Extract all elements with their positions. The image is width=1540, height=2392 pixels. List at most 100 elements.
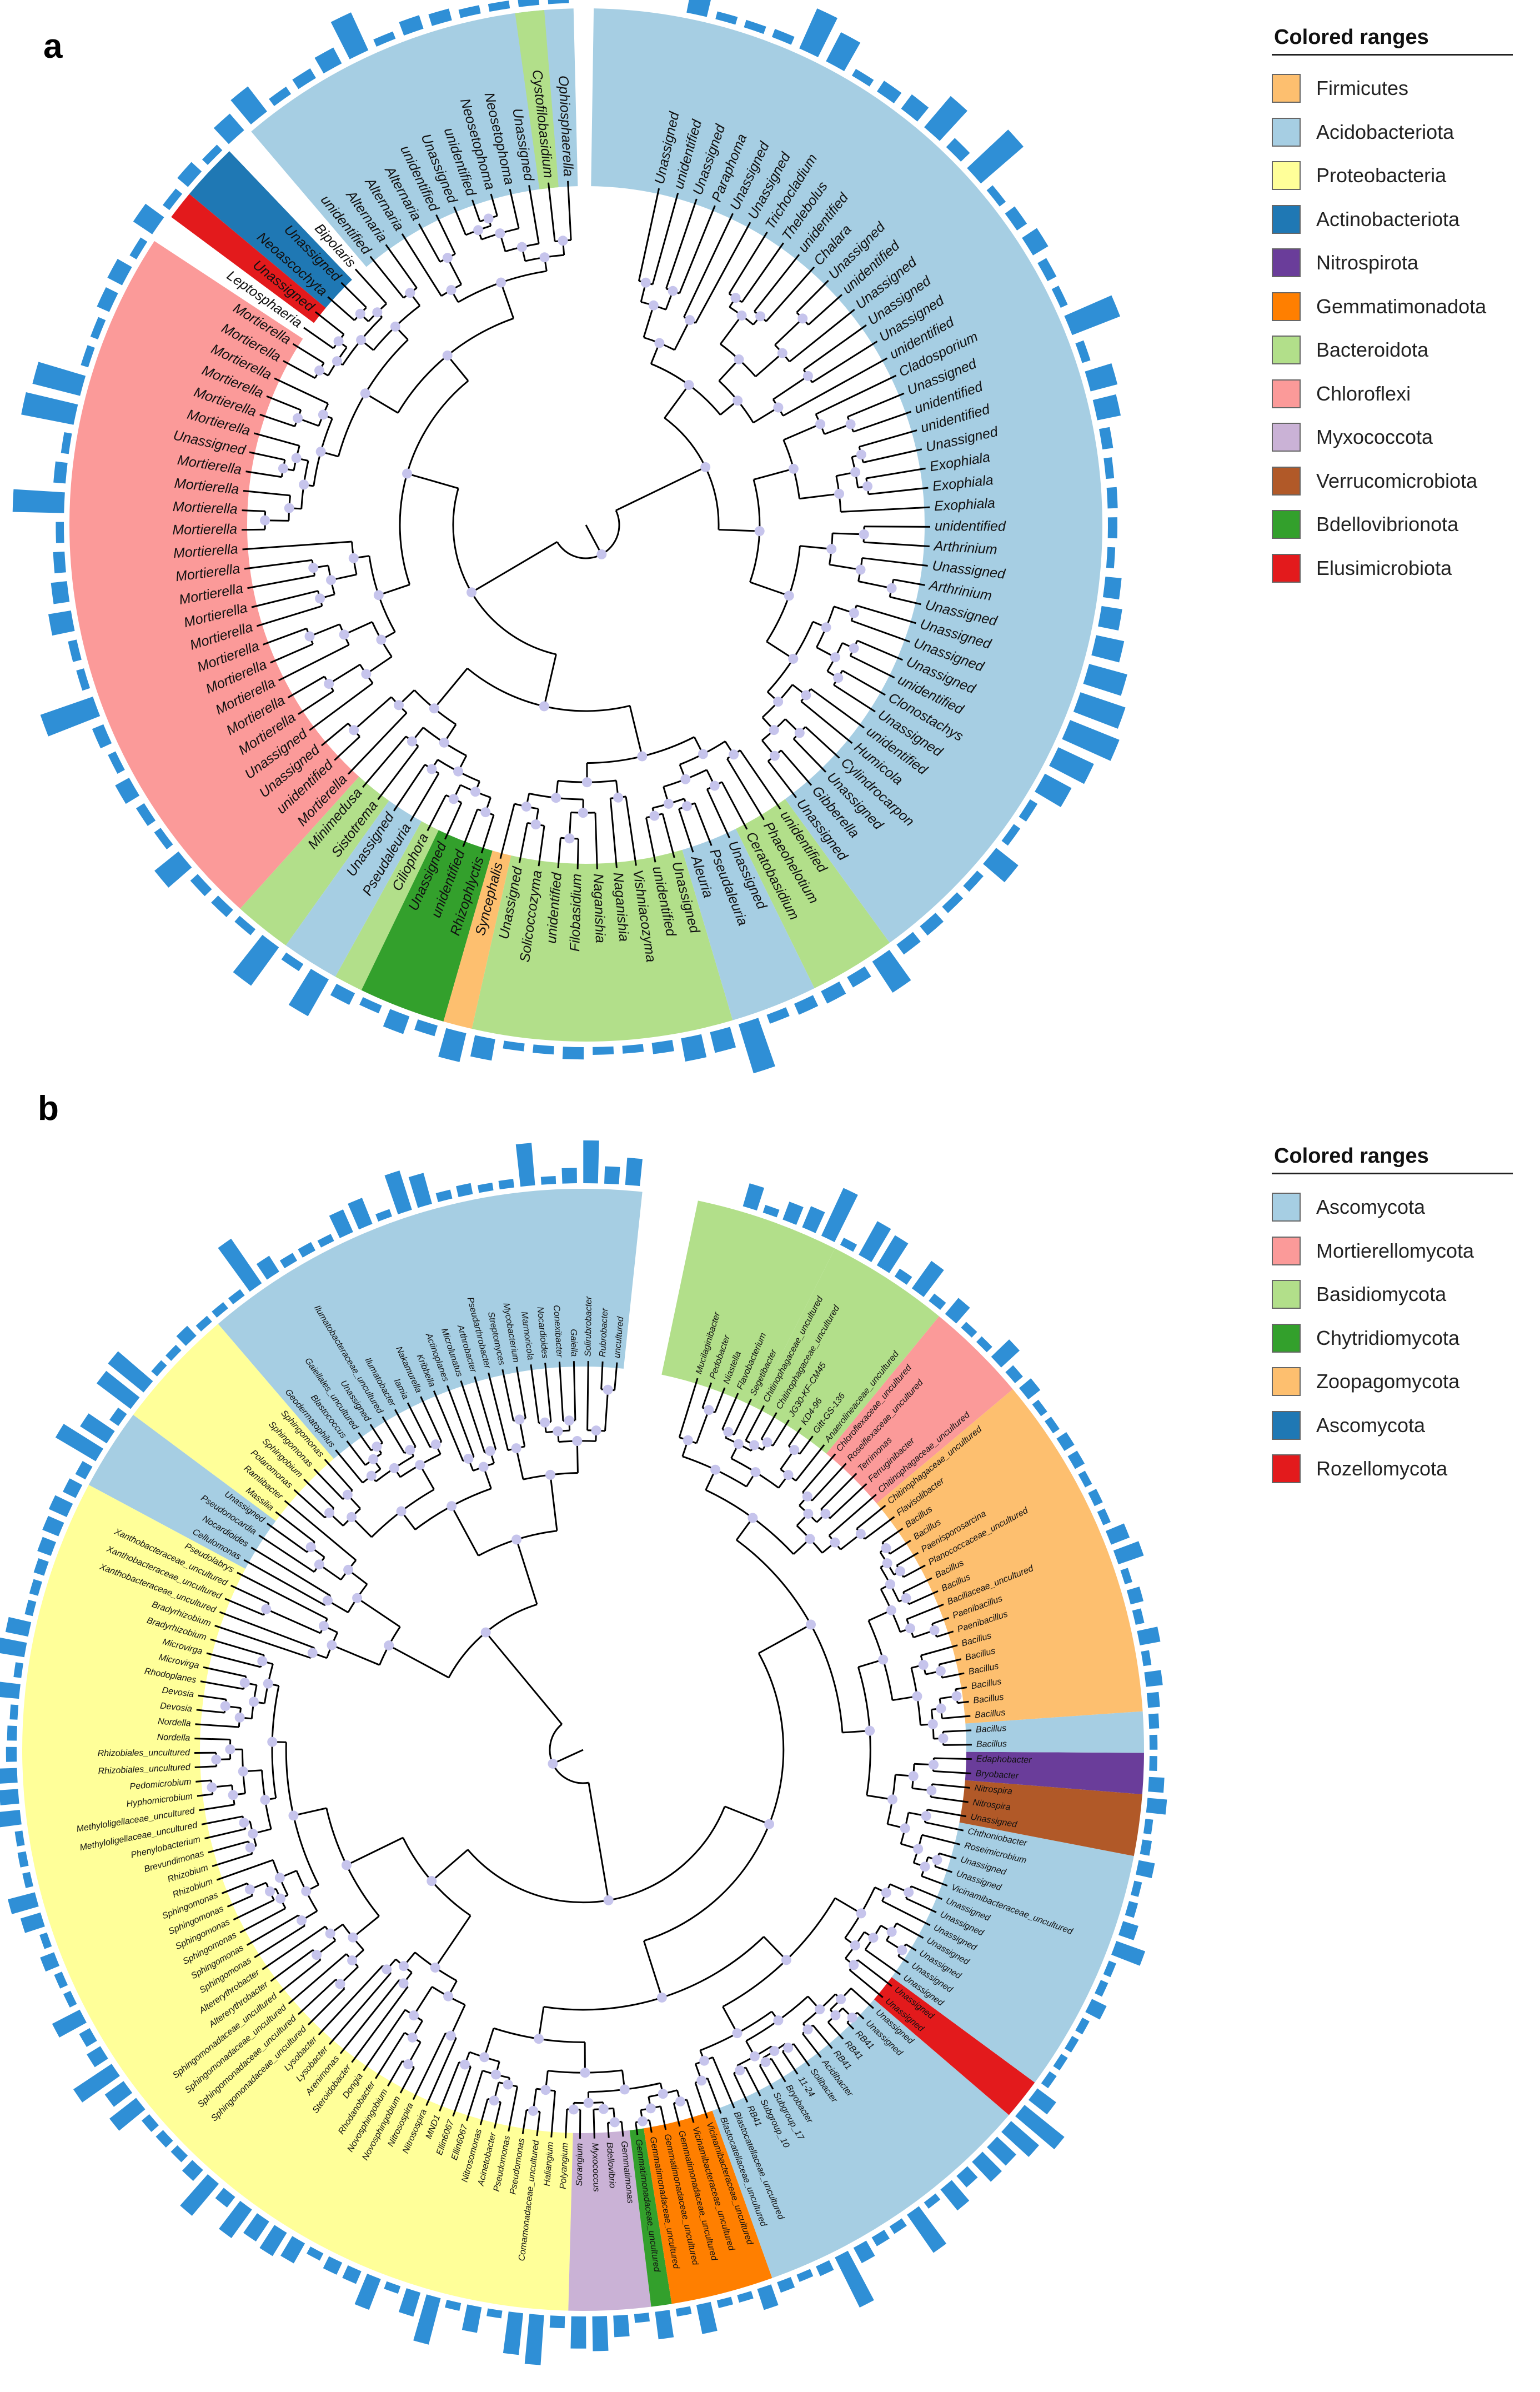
abundance-bar <box>177 162 202 187</box>
tip-label: Bryobacter <box>975 1769 1019 1781</box>
abundance-bar <box>1120 1568 1132 1585</box>
bootstrap-dot <box>446 285 457 296</box>
bootstrap-dot <box>826 544 837 554</box>
abundance-bar <box>456 1183 473 1198</box>
abundance-bar <box>52 2009 87 2038</box>
branch <box>796 279 829 313</box>
tip-label: Gaiella <box>569 1329 579 1357</box>
bootstrap-dot <box>442 350 453 361</box>
abundance-bar <box>1132 1608 1145 1625</box>
abundance-bar <box>348 1198 373 1230</box>
bootstrap-dot <box>407 2032 418 2043</box>
branch <box>802 1453 836 1493</box>
tip-label: Solirubrobacter <box>584 1296 594 1357</box>
legend-item: Zoopagomycota <box>1272 1360 1513 1404</box>
abundance-bar <box>298 1242 316 1258</box>
abundance-bar <box>329 1209 353 1238</box>
branch <box>801 2033 822 2058</box>
bootstrap-dot <box>918 1660 929 1670</box>
abundance-bar <box>872 949 911 993</box>
bootstrap-dot <box>335 1979 345 1989</box>
abundance-bar <box>68 639 82 662</box>
legend-swatch <box>1272 1193 1301 1222</box>
bootstrap-dot <box>750 1467 761 1478</box>
legend-label: Mortierellomycota <box>1316 1239 1474 1262</box>
branch <box>453 206 467 236</box>
legend-a-list: Firmicutes Acidobacteriota Proteobacteria A… <box>1272 67 1513 590</box>
colored-range <box>629 2128 672 2307</box>
abundance-bar <box>211 895 233 918</box>
abundance-bar <box>1144 1670 1163 1687</box>
legend-label: Ascomycota <box>1316 1195 1426 1219</box>
colored-range <box>682 828 815 1020</box>
bootstrap-dot <box>834 488 845 499</box>
branch <box>293 1807 327 1816</box>
abundance-bar <box>20 1912 45 1933</box>
abundance-bar <box>562 1047 584 1060</box>
abundance-bar <box>317 1234 334 1248</box>
branch <box>643 1940 663 1998</box>
abundance-bar <box>154 828 173 849</box>
branch <box>558 1362 564 1421</box>
branch <box>351 1986 409 2063</box>
abundance-bar <box>570 2316 586 2349</box>
branch <box>573 1361 576 1420</box>
branch <box>759 2065 774 2090</box>
branch <box>638 188 660 282</box>
abundance-bar <box>549 2315 565 2329</box>
branch <box>328 1972 392 2045</box>
abundance-bar <box>428 8 452 26</box>
abundance-bar <box>821 1188 858 1242</box>
branch <box>219 1611 315 1649</box>
bootstrap-dot <box>596 549 607 559</box>
legend-swatch <box>1272 510 1301 539</box>
bootstrap-dot <box>352 1593 363 1603</box>
colored-range <box>133 1324 334 1521</box>
bootstrap-dot <box>207 1782 217 1793</box>
abundance-bar <box>1062 720 1120 761</box>
legend-label: Chloroflexi <box>1316 382 1411 405</box>
legend-swatch <box>1272 1236 1301 1265</box>
branch <box>795 1444 825 1482</box>
bootstrap-dot <box>700 462 711 472</box>
bootstrap-dot <box>649 810 660 821</box>
bootstrap-dot <box>260 515 270 526</box>
colored-range <box>661 1200 835 1408</box>
branch <box>388 1644 449 1679</box>
bootstrap-dot <box>275 1893 286 1904</box>
abundance-bar <box>1032 1399 1047 1417</box>
branch <box>307 1988 345 2026</box>
branch <box>237 1572 328 1620</box>
branch <box>528 185 540 244</box>
abundance-bar <box>1146 1798 1167 1815</box>
branch <box>863 541 930 548</box>
branch <box>828 1494 877 1537</box>
branch <box>515 1448 524 1480</box>
bootstrap-dots <box>207 1384 962 2128</box>
abundance-bar <box>413 2294 441 2345</box>
tip-label: Mortierella <box>172 522 237 538</box>
legend-label: Verrucomicrobiota <box>1316 469 1478 492</box>
branch <box>889 1539 911 1555</box>
bootstrap-dot <box>648 300 659 311</box>
branch <box>227 1895 253 1908</box>
branch <box>935 1865 952 1873</box>
branch <box>600 1361 604 1390</box>
abundance-bar <box>408 1173 432 1208</box>
bootstrap-dot <box>668 286 678 296</box>
abundance-bar <box>757 2284 779 2310</box>
legend-item: Verrucomicrobiota <box>1272 459 1513 503</box>
legend-label: Chytridiomycota <box>1316 1326 1460 1349</box>
abundance-bar <box>81 345 95 368</box>
branch <box>765 266 815 322</box>
abundance-bar <box>458 5 481 18</box>
branch <box>347 712 408 775</box>
legend-item: Firmicutes <box>1272 67 1513 111</box>
abundance-bar <box>7 1892 39 1914</box>
branch <box>247 574 315 589</box>
bootstrap-dot <box>773 402 784 413</box>
abundance-bar <box>9 1704 19 1720</box>
branch <box>508 2086 519 2132</box>
branch <box>766 640 794 660</box>
bootstrap-dot <box>582 777 593 788</box>
